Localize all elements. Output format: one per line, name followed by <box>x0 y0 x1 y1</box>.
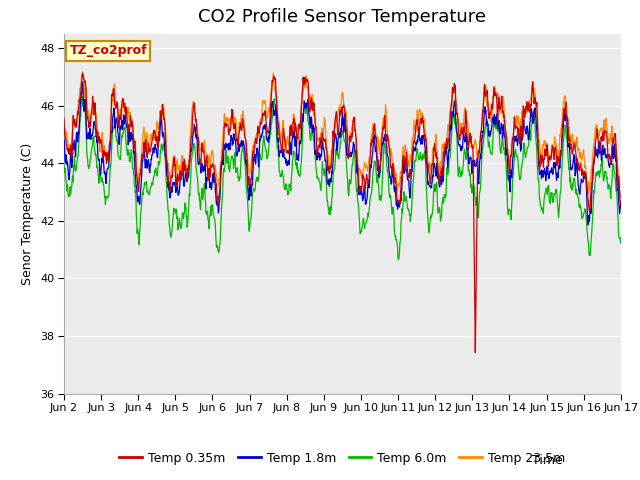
Y-axis label: Senor Temperature (C): Senor Temperature (C) <box>22 143 35 285</box>
Title: CO2 Profile Sensor Temperature: CO2 Profile Sensor Temperature <box>198 9 486 26</box>
Text: Time: Time <box>532 454 563 467</box>
Legend: Temp 0.35m, Temp 1.8m, Temp 6.0m, Temp 23.5m: Temp 0.35m, Temp 1.8m, Temp 6.0m, Temp 2… <box>115 447 570 469</box>
Text: TZ_co2prof: TZ_co2prof <box>70 44 147 58</box>
